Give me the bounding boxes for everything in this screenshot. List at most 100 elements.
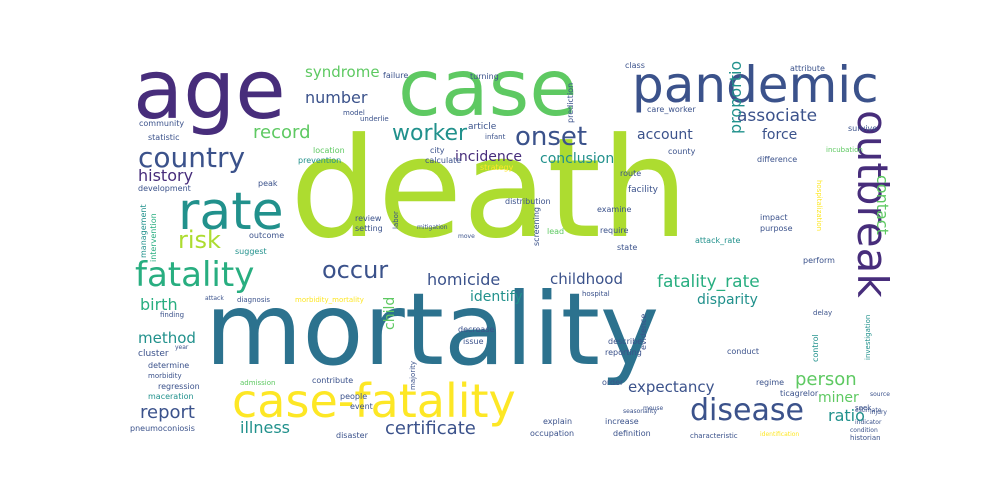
word-source: source bbox=[870, 391, 890, 398]
word-calculate: calculate bbox=[425, 156, 462, 165]
word-regime: regime bbox=[756, 378, 785, 387]
word-attribute: attribute bbox=[790, 64, 825, 73]
word-disease: disease bbox=[690, 393, 804, 428]
word-peak: peak bbox=[258, 179, 278, 188]
word-pneumoconiosis: pneumoconiosis bbox=[130, 424, 195, 433]
word-ratio: ratio bbox=[828, 406, 865, 425]
word-explain: explain bbox=[543, 417, 573, 426]
word-contribute: contribute bbox=[312, 376, 354, 385]
word-turning: turning bbox=[470, 72, 499, 81]
word-ticagrelor: ticagrelor bbox=[780, 389, 819, 398]
word-labor: labor bbox=[392, 211, 400, 229]
word-setting: setting bbox=[355, 224, 383, 233]
word-number: number bbox=[305, 88, 368, 107]
word-worker: worker bbox=[392, 121, 468, 146]
word-review: review bbox=[355, 214, 382, 223]
word-prevention: prevention bbox=[298, 156, 342, 165]
word-prediction: prediction bbox=[566, 82, 575, 123]
word-record: record bbox=[253, 122, 311, 143]
word-homicide: homicide bbox=[427, 270, 501, 289]
word-outcome: outcome bbox=[249, 231, 285, 240]
word-fatality-rate: fatality_rate bbox=[657, 272, 760, 292]
word-city: city bbox=[430, 146, 445, 155]
word-require: require bbox=[600, 226, 629, 235]
word-cloud: death mortality case age pandemic case-fatali… bbox=[127, 60, 900, 445]
word-intervention: intervention bbox=[149, 213, 158, 262]
word-issue: issue bbox=[463, 337, 484, 346]
word-describe: describe bbox=[608, 337, 643, 346]
word-disaster: disaster bbox=[336, 431, 368, 440]
word-characteristic: characteristic bbox=[690, 432, 738, 440]
word-history: history bbox=[138, 166, 194, 185]
word-move: move bbox=[458, 233, 475, 240]
word-majority: majority bbox=[409, 360, 417, 390]
word-distribution: distribution bbox=[505, 197, 551, 206]
word-attack: attack bbox=[205, 295, 224, 302]
word-county: county bbox=[668, 147, 696, 156]
word-delay: delay bbox=[813, 309, 833, 317]
word-failure: failure bbox=[383, 71, 409, 80]
word-mouse: mouse bbox=[643, 405, 664, 412]
word-admission: admission bbox=[240, 379, 276, 387]
word-survive: survive bbox=[848, 124, 878, 133]
word-country: country bbox=[138, 141, 246, 174]
word-determine: determine bbox=[148, 361, 190, 370]
word-age: age bbox=[133, 60, 286, 138]
word-disparity: disparity bbox=[697, 292, 758, 308]
word-management: management bbox=[139, 204, 148, 258]
word-perform: perform bbox=[803, 256, 835, 265]
word-force: force bbox=[762, 127, 798, 143]
word-strategy: strategy bbox=[480, 163, 514, 172]
word-incidence: incidence bbox=[455, 149, 523, 165]
word-underlie: underlie bbox=[360, 115, 389, 123]
word-event: event bbox=[350, 402, 373, 411]
word-case: case bbox=[398, 60, 578, 134]
word-morbidity: morbidity bbox=[148, 372, 182, 380]
word-screening: screening bbox=[532, 207, 541, 246]
word-examine: examine bbox=[597, 205, 632, 214]
word-investigation: investigation bbox=[864, 314, 872, 360]
word-expectancy: expectancy bbox=[628, 378, 715, 396]
word-birth: birth bbox=[140, 295, 178, 314]
word-year: year bbox=[175, 344, 189, 351]
word-rate: rate bbox=[178, 182, 284, 242]
word-indicator: indicator bbox=[855, 419, 882, 426]
word-person: person bbox=[795, 369, 857, 390]
word-morbidity-mortality: morbidity_mortality bbox=[295, 296, 364, 304]
word-risk: risk bbox=[178, 226, 221, 254]
word-syndrome: syndrome bbox=[305, 63, 380, 81]
word-model: model bbox=[343, 109, 365, 117]
word-finding: finding bbox=[160, 311, 185, 319]
word-hospital: hospital bbox=[582, 290, 610, 298]
word-identify: identify bbox=[470, 289, 523, 305]
word-illness: illness bbox=[240, 418, 290, 437]
word-account: account bbox=[637, 127, 693, 143]
word-onset: onset bbox=[515, 122, 588, 152]
word-occupation: occupation bbox=[530, 429, 575, 438]
word-community: community bbox=[139, 119, 185, 128]
word-certificate: certificate bbox=[385, 418, 476, 439]
word-contact: contact bbox=[873, 175, 892, 235]
word-childhood: childhood bbox=[550, 270, 623, 288]
word-suggest: suggest bbox=[235, 247, 267, 256]
word-statistic: statistic bbox=[148, 133, 180, 142]
word-control: control bbox=[811, 334, 820, 362]
word-proportion: proportion bbox=[726, 60, 745, 134]
word-identification: identification bbox=[760, 431, 800, 438]
word-cluster: cluster bbox=[138, 349, 169, 359]
word-estimate: estimate bbox=[855, 407, 882, 414]
word-diagnosis: diagnosis bbox=[237, 296, 271, 304]
word-lead: lead bbox=[547, 227, 565, 236]
word-miner: miner bbox=[818, 390, 859, 406]
word-mitigation: mitigation bbox=[417, 224, 448, 231]
word-definition: definition bbox=[613, 429, 651, 438]
word-incubation: incubation bbox=[826, 146, 863, 154]
word-infant: infant bbox=[485, 133, 506, 141]
word-reporting: reporting bbox=[605, 348, 642, 357]
word-condition: condition bbox=[850, 427, 878, 434]
word-pandemic: pandemic bbox=[632, 60, 879, 114]
word-death: death bbox=[290, 108, 689, 269]
word-regression: regression bbox=[158, 382, 200, 391]
word-maceration: maceration bbox=[148, 392, 194, 401]
word-route: route bbox=[620, 169, 642, 178]
